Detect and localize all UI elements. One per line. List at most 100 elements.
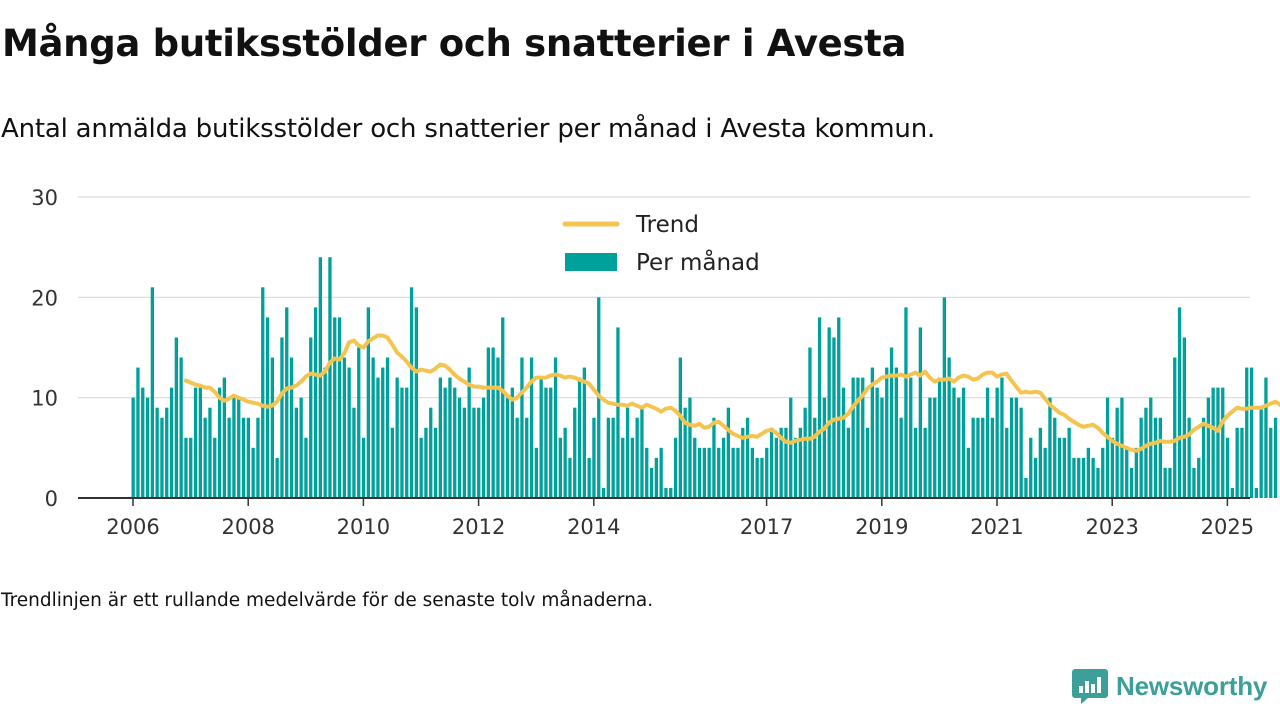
bar <box>918 327 922 498</box>
bar <box>1153 417 1158 498</box>
bar <box>707 447 711 498</box>
bar <box>246 417 250 498</box>
bar <box>625 407 630 498</box>
bar <box>1048 397 1052 498</box>
bar <box>433 427 438 498</box>
bar <box>165 407 169 498</box>
bar <box>1201 417 1206 498</box>
bar <box>1029 437 1033 498</box>
y-tick-label: 0 <box>45 487 58 511</box>
x-tick-label: 2012 <box>452 515 505 539</box>
bar <box>299 397 303 498</box>
bar <box>184 437 188 498</box>
x-tick-label: 2021 <box>970 515 1023 539</box>
bar <box>544 387 548 498</box>
bar <box>309 337 313 498</box>
bar <box>174 337 178 498</box>
bar <box>553 357 558 498</box>
bar <box>1033 457 1038 498</box>
bar <box>616 327 620 498</box>
bar <box>501 317 505 498</box>
bar <box>1096 467 1100 498</box>
bars-per-manad <box>131 257 1278 498</box>
bar <box>1216 387 1220 498</box>
y-tick-label: 20 <box>31 286 58 310</box>
brand: Newsworthy <box>1072 666 1267 706</box>
bar <box>1192 467 1196 498</box>
bar <box>697 447 702 498</box>
brand-name: Newsworthy <box>1116 670 1268 701</box>
bar <box>765 447 769 498</box>
bar <box>1225 437 1230 498</box>
bar <box>995 387 999 498</box>
bar <box>563 427 567 498</box>
bar <box>1221 387 1225 498</box>
bar <box>841 387 846 498</box>
x-tick-label: 2006 <box>106 515 159 539</box>
bar <box>227 417 231 498</box>
bar <box>438 377 442 498</box>
bar <box>414 307 418 498</box>
bar <box>222 377 226 498</box>
bar <box>899 417 903 498</box>
bar <box>237 397 241 498</box>
x-tick-label: 2014 <box>567 515 620 539</box>
bar <box>1043 447 1047 498</box>
bar <box>280 337 284 498</box>
bar <box>928 397 932 498</box>
bar <box>313 307 318 498</box>
bar <box>755 457 759 498</box>
bar <box>1091 457 1095 498</box>
bar <box>750 447 754 498</box>
bar <box>203 417 207 498</box>
y-tick-label: 10 <box>31 387 58 411</box>
footnote: Trendlinjen är ett rullande medelvärde f… <box>1 590 654 611</box>
bar <box>1005 427 1009 498</box>
bar <box>409 287 414 498</box>
bar <box>1062 437 1066 498</box>
bar <box>347 367 351 498</box>
bar <box>1057 437 1062 498</box>
bar <box>1081 457 1086 498</box>
bar <box>1009 397 1014 498</box>
bar <box>558 437 562 498</box>
bar <box>189 437 193 498</box>
bar <box>582 367 586 498</box>
bar <box>534 447 538 498</box>
bar <box>1129 467 1134 498</box>
bar <box>145 397 150 498</box>
bar <box>693 437 697 498</box>
bar <box>1038 427 1042 498</box>
bar <box>395 377 399 498</box>
bar <box>361 437 366 498</box>
chart-title: Många butiksstölder och snatterier i Ave… <box>2 22 907 65</box>
bar <box>1125 447 1129 498</box>
bar <box>947 357 951 498</box>
bar <box>803 407 807 498</box>
bar <box>817 317 822 498</box>
bar <box>381 367 385 498</box>
bar <box>640 407 644 498</box>
bar <box>208 407 212 498</box>
bar <box>217 387 222 498</box>
bar <box>1139 417 1143 498</box>
bar <box>169 387 174 498</box>
bar <box>683 407 687 498</box>
bar <box>1158 417 1162 498</box>
bar <box>256 417 260 498</box>
bar <box>1235 427 1239 498</box>
bar <box>981 417 985 498</box>
bar <box>472 407 476 498</box>
bar <box>976 417 980 498</box>
x-tick-label: 2023 <box>1085 515 1138 539</box>
bar <box>371 357 375 498</box>
x-tick-label: 2019 <box>855 515 908 539</box>
bar <box>851 377 855 498</box>
newsworthy-logo-icon <box>1072 669 1108 704</box>
bar <box>645 447 649 498</box>
bar <box>496 357 500 498</box>
bar <box>606 417 610 498</box>
legend-label-per-manad: Per månad <box>636 248 760 276</box>
bar <box>155 407 159 498</box>
bar <box>1254 487 1258 498</box>
